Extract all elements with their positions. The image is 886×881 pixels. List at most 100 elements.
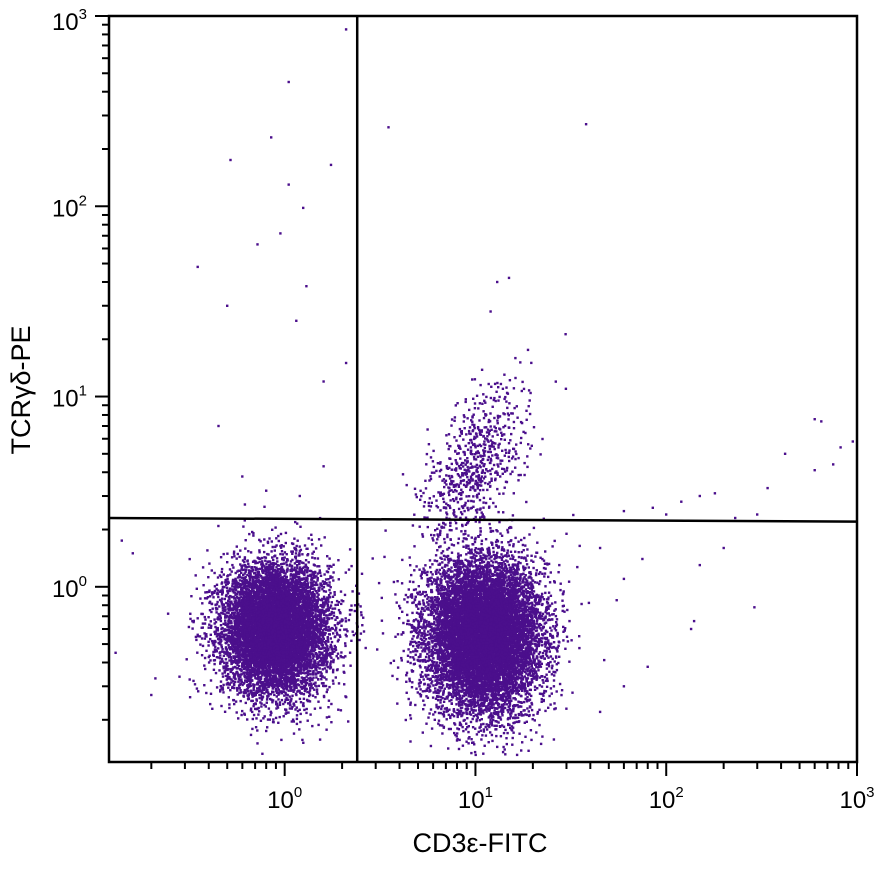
event-point	[248, 579, 252, 582]
event-point	[215, 650, 218, 653]
event-point	[311, 578, 314, 581]
event-point	[188, 557, 191, 561]
event-point	[249, 628, 253, 631]
event-point	[278, 703, 282, 706]
event-point	[240, 564, 243, 568]
event-point	[319, 671, 322, 674]
event-point	[325, 662, 329, 665]
event-point	[227, 634, 231, 638]
event-point	[236, 601, 240, 605]
event-point	[219, 690, 222, 693]
event-point	[261, 583, 264, 586]
event-point	[226, 552, 229, 555]
event-point	[299, 560, 302, 563]
event-point	[241, 596, 245, 600]
event-point	[275, 557, 279, 560]
event-point	[273, 685, 276, 688]
event-point	[214, 645, 217, 649]
event-point	[263, 648, 267, 651]
event-point	[254, 676, 257, 680]
event-point	[233, 629, 236, 632]
event-point	[232, 628, 235, 631]
event-point	[287, 702, 290, 705]
event-point	[252, 687, 255, 690]
event-point	[220, 597, 224, 600]
event-point	[264, 556, 268, 559]
event-point	[246, 675, 249, 678]
event-point	[264, 686, 267, 689]
event-point	[330, 565, 333, 568]
event-point	[269, 680, 273, 683]
event-point	[229, 635, 232, 638]
event-point	[309, 586, 313, 589]
event-point	[292, 702, 296, 705]
event-point	[325, 652, 328, 655]
event-point	[308, 689, 312, 692]
event-point	[340, 619, 343, 623]
event-point	[203, 637, 207, 640]
event-point	[204, 618, 207, 621]
event-point	[200, 637, 204, 640]
event-point	[234, 571, 237, 575]
event-point	[308, 654, 311, 657]
event-point	[275, 707, 278, 710]
event-point	[237, 717, 240, 720]
event-point	[250, 674, 253, 678]
event-point	[295, 717, 299, 721]
event-point	[238, 579, 242, 582]
event-point	[280, 563, 283, 566]
event-point	[322, 663, 325, 667]
event-point	[291, 576, 295, 580]
event-point	[278, 584, 281, 588]
event-point	[326, 638, 330, 642]
event-point	[241, 619, 244, 622]
event-point	[337, 638, 340, 641]
event-point	[231, 589, 234, 593]
event-point	[294, 680, 297, 684]
event-point	[300, 642, 304, 646]
event-point	[166, 612, 170, 615]
event-point	[339, 590, 343, 593]
event-point	[270, 540, 273, 543]
event-point	[228, 703, 231, 706]
event-point	[269, 693, 273, 696]
event-point	[265, 688, 269, 692]
event-point	[297, 586, 300, 589]
event-point	[309, 687, 312, 690]
event-point	[248, 692, 251, 695]
event-point	[273, 683, 276, 687]
event-point	[294, 520, 297, 524]
event-point	[298, 575, 301, 579]
event-point	[221, 675, 225, 678]
event-point	[248, 592, 251, 595]
event-point	[234, 649, 237, 653]
event-point	[239, 699, 242, 703]
event-point	[312, 682, 316, 685]
event-point	[324, 631, 327, 635]
event-point	[254, 572, 257, 575]
event-point	[264, 588, 267, 591]
event-point	[297, 601, 300, 604]
event-point	[228, 659, 231, 662]
event-point	[220, 630, 223, 634]
event-point	[327, 594, 331, 597]
event-point	[299, 548, 303, 552]
event-point	[302, 741, 305, 744]
event-point	[275, 695, 278, 698]
event-point	[248, 577, 252, 581]
event-point	[227, 631, 230, 635]
event-point	[303, 599, 307, 602]
event-point	[222, 622, 225, 626]
event-point	[327, 607, 330, 610]
event-point	[228, 587, 232, 590]
event-point	[295, 560, 298, 563]
event-point	[278, 715, 281, 719]
event-point	[295, 578, 298, 581]
event-point	[238, 683, 241, 686]
event-point	[332, 579, 335, 582]
event-point	[250, 699, 253, 703]
event-point	[207, 616, 210, 619]
event-point	[344, 655, 347, 658]
event-point	[353, 609, 356, 613]
event-point	[251, 570, 254, 573]
